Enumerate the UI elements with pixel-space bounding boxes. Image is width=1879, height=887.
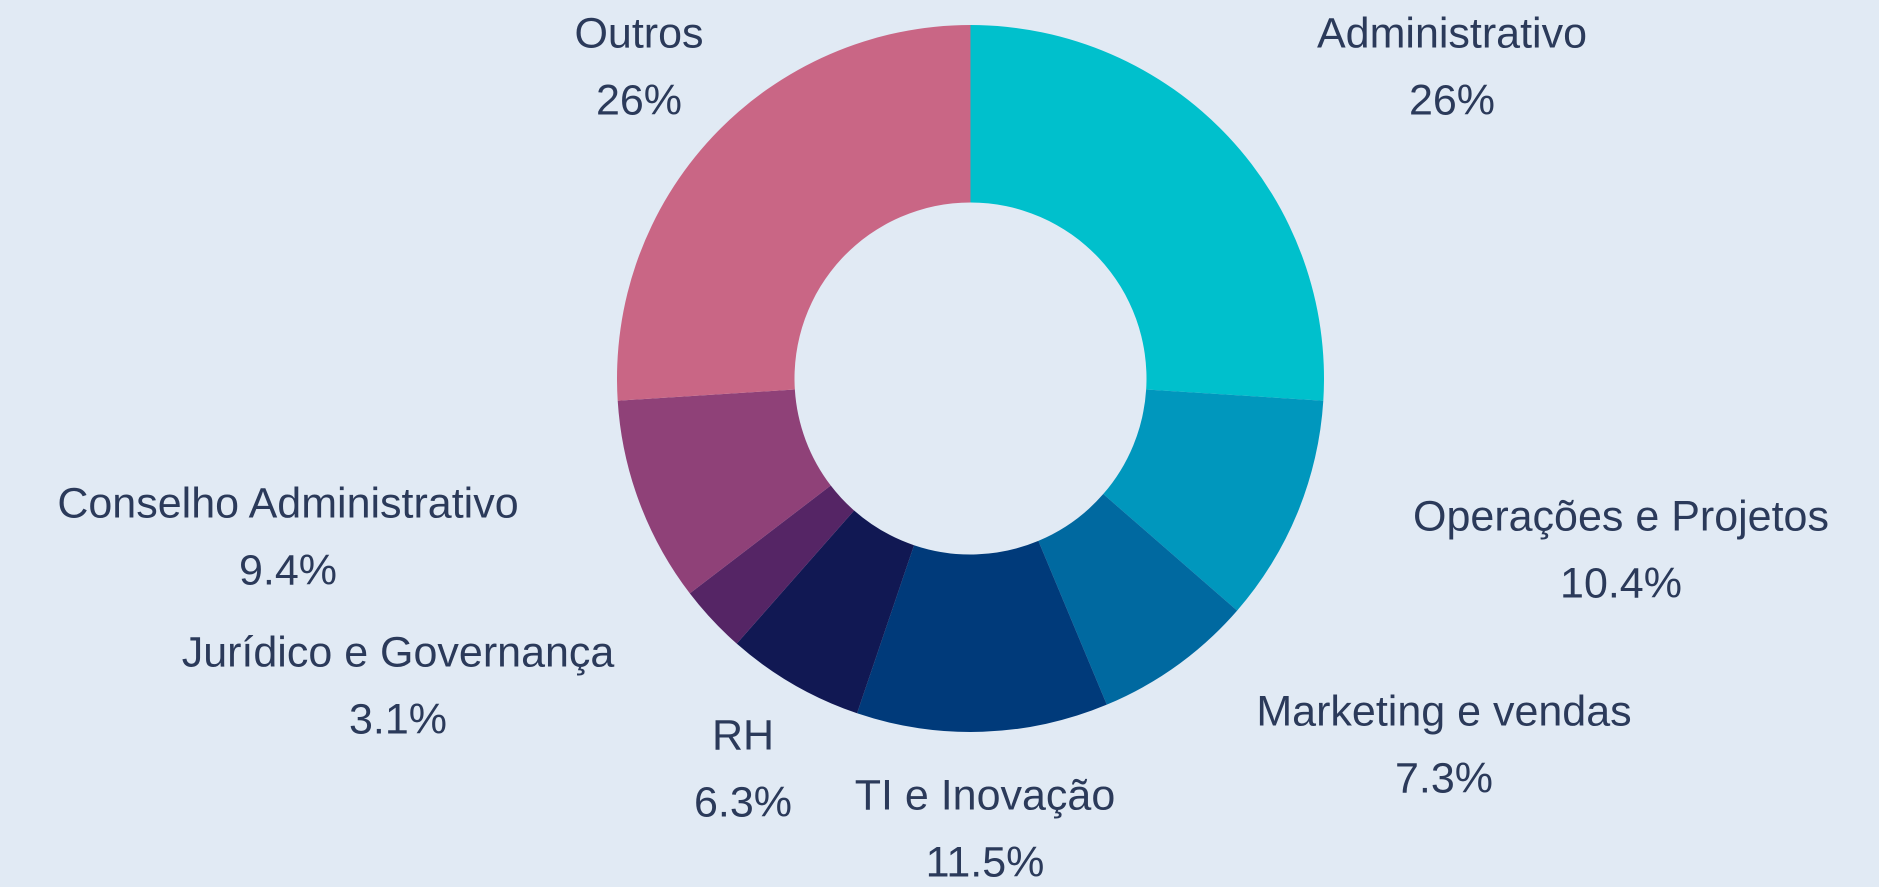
value-label: 6.3% <box>694 778 792 826</box>
donut-slice <box>857 540 1107 732</box>
donut-slice <box>1038 494 1238 705</box>
value-label: 9.4% <box>239 546 337 594</box>
value-label: 10.4% <box>1560 559 1682 607</box>
slice-label: Jurídico e Governança <box>182 628 615 676</box>
donut-slice <box>617 389 831 594</box>
donut-slice <box>1103 389 1324 611</box>
donut-slice <box>689 485 855 644</box>
value-label: 26% <box>1409 76 1495 124</box>
value-label: 11.5% <box>926 838 1045 886</box>
slice-label: Operações e Projetos <box>1413 492 1829 540</box>
slice-label: Administrativo <box>1317 9 1587 57</box>
value-label: 3.1% <box>349 695 447 743</box>
value-label: 26% <box>596 76 682 124</box>
slice-label: Marketing e vendas <box>1256 687 1631 735</box>
donut-slice <box>970 25 1324 401</box>
slice-label: Outros <box>574 9 703 57</box>
value-label: 7.3% <box>1395 754 1493 802</box>
slice-label: Conselho Administrativo <box>57 479 518 527</box>
slice-label: RH <box>712 711 774 759</box>
donut-slice <box>736 510 915 714</box>
donut-slice <box>617 25 971 401</box>
slice-label: TI e Inovação <box>855 771 1116 819</box>
